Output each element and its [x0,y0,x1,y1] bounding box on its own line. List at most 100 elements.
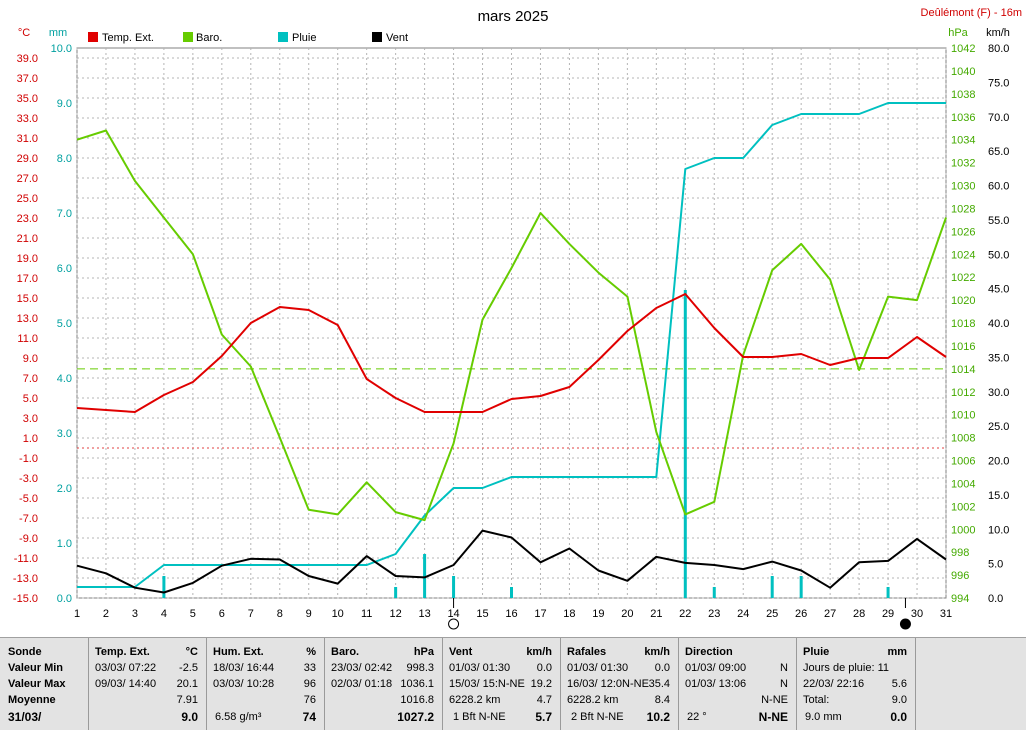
baro-tick-label: 1002 [951,501,975,513]
baro-avg: 1016.8 [400,694,434,706]
stats-separator [796,638,797,730]
temp-tick-label: 29.0 [17,153,38,165]
baro-tick-label: 1022 [951,272,975,284]
legend-swatch-wind [372,32,382,42]
rain-days: Jours de pluie: 11 [803,662,890,674]
gusts-min-date: 01/03/ 01:30 [567,662,629,674]
day-tick-label: 27 [824,608,836,620]
wind-tick-label: 60.0 [988,181,1009,193]
baro-tick-label: 1032 [951,158,975,170]
temp-tick-label: 31.0 [17,133,38,145]
stats-separator [206,638,207,730]
day-tick-label: 3 [132,608,138,620]
day-tick-label: 11 [361,608,372,620]
gusts-beaufort: 2 Bft N-NE [571,711,624,723]
day-tick-label: 19 [592,608,604,620]
weather-chart: mars 2025 Deûlémont (F) - 16m °C mm hPa … [13,7,1022,630]
baro-tick-label: 1016 [951,341,975,353]
day-tick-label: 9 [306,608,312,620]
direction-current: N-NE [758,710,788,724]
stats-separator [324,638,325,730]
temp-tick-label: 27.0 [17,173,38,185]
full-moon-icon [899,618,911,630]
gusts-distance: 6228.2 km [567,694,619,706]
rain-bar [770,576,774,598]
legend-swatch-temp [88,32,98,42]
direction-max-date: 01/03/ 13:06 [685,678,747,690]
baro-tick-label: 1008 [951,433,975,445]
rain-total: 9.0 [891,694,907,706]
temp-tick-label: -1.0 [19,453,38,465]
day-tick-label: 5 [190,608,196,620]
stats-separator [560,638,561,730]
gusts-head: Rafales [567,646,607,658]
wind-tick-label: 10.0 [988,524,1009,536]
rain-bar [712,587,716,598]
series-line-wind [76,529,947,594]
rain-tick-label: 0.0 [57,593,72,605]
temp-tick-label: 39.0 [17,53,38,65]
wind-current: 5.7 [535,710,552,724]
rain-tick-label: 6.0 [57,263,72,275]
baro-tick-label: 998 [951,547,969,559]
hum-absolute: 6.58 g/m³ [215,711,262,723]
stats-head-sonde: Sonde [8,646,42,658]
day-tick-label: 30 [911,608,923,620]
hum-unit: % [306,646,316,658]
baro-tick-label: 1010 [951,410,975,422]
wind-distance: 6228.2 km [449,694,501,706]
day-tick-label: 22 [679,608,691,620]
series-line-temp [76,293,947,413]
temp-tick-label: -5.0 [19,493,38,505]
wind-tick-label: 40.0 [988,318,1009,330]
baro-tick-label: 1038 [951,89,975,101]
stats-col-baro: Baro. hPa 23/03/ 02:42 998.3 02/03/ 01:18 1… [325,638,442,730]
day-tick-label: 21 [650,608,662,620]
temp-current: 9.0 [181,710,198,724]
baro-tick-label: 1034 [951,135,975,147]
wind-min-value: 0.0 [536,662,552,674]
temp-tick-label: 25.0 [17,193,38,205]
baro-tick-label: 1026 [951,226,975,238]
stats-label-avg: Moyenne [8,694,56,706]
rain-bar [162,576,166,598]
baro-current: 1027.2 [397,710,434,724]
baro-tick-label: 1004 [951,478,975,490]
legend-swatch-rain [278,32,288,42]
wind-tick-label: 55.0 [988,215,1009,227]
temp-unit: °C [185,646,198,658]
day-tick-label: 23 [708,608,720,620]
day-tick-label: 10 [332,608,344,620]
rain-max-value: 5.6 [891,678,907,690]
gusts-current: 10.2 [646,710,670,724]
wind-tick-label: 5.0 [988,559,1003,571]
day-tick-label: 26 [795,608,807,620]
temp-head: Temp. Ext. [95,646,150,658]
wind-avg: 4.7 [536,694,552,706]
baro-head: Baro. [331,646,360,658]
stats-col-gusts: Rafales km/h 01/03/ 01:30 0.0 16/03/ 12:0N… [561,638,678,730]
stats-separator [915,638,916,730]
stats-panel: Sonde Valeur Min Valeur Max Moyenne 31/0… [0,637,1026,730]
temp-tick-label: 5.0 [23,393,38,405]
stats-col-rain: Pluie mm Jours de pluie: 11 22/03/ 22:16 5… [797,638,915,730]
stats-separator [442,638,443,730]
rain-bar [510,587,513,598]
baro-unit: hPa [413,646,434,658]
baro-max-value: 1036.1 [400,678,434,690]
rain-month-total: 9.0 mm [805,711,842,723]
wind-tick-label: 50.0 [988,249,1009,261]
rain-tick-label: 9.0 [57,98,72,110]
stats-col-direction: Direction 01/03/ 09:00 N 01/03/ 13:06 N N-… [679,638,796,730]
wind-tick-label: 80.0 [988,43,1009,55]
day-tick-label: 13 [418,608,430,620]
direction-degrees: 22 ° [687,711,707,723]
day-tick-label: 20 [621,608,633,620]
gusts-unit: km/h [644,646,670,658]
day-tick-label: 18 [563,608,575,620]
day-tick-label: 15 [476,608,488,620]
baro-min-value: 998.3 [406,662,434,674]
rain-bar [683,290,687,598]
temp-max-date: 09/03/ 14:40 [95,678,157,690]
temp-axis-unit: °C [18,27,30,39]
